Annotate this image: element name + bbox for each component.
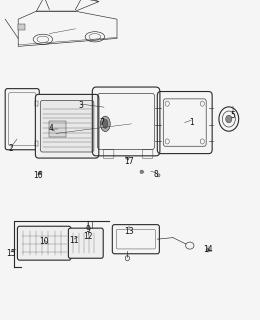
Ellipse shape (100, 116, 110, 132)
Ellipse shape (38, 171, 42, 174)
Bar (35, 101, 38, 106)
Ellipse shape (206, 248, 210, 252)
FancyBboxPatch shape (17, 226, 71, 260)
Text: 10: 10 (39, 237, 49, 246)
Text: 5: 5 (230, 111, 235, 120)
Circle shape (226, 115, 232, 123)
Text: 1: 1 (189, 118, 193, 127)
Text: 14: 14 (203, 245, 213, 254)
Text: 7: 7 (99, 118, 104, 127)
Text: 17: 17 (124, 157, 134, 166)
Text: 11: 11 (69, 236, 79, 245)
Text: 15: 15 (6, 249, 16, 258)
Text: 2: 2 (9, 144, 13, 153)
Bar (18, 24, 25, 30)
FancyBboxPatch shape (40, 100, 94, 152)
Text: 9: 9 (86, 225, 91, 234)
Text: 3: 3 (78, 101, 83, 110)
Text: 16: 16 (33, 172, 43, 180)
Bar (49, 121, 66, 137)
Text: 13: 13 (124, 227, 134, 236)
Ellipse shape (126, 156, 129, 159)
Text: 12: 12 (84, 232, 93, 241)
Ellipse shape (103, 119, 108, 128)
FancyBboxPatch shape (35, 94, 99, 158)
Ellipse shape (157, 174, 160, 177)
FancyBboxPatch shape (68, 228, 103, 258)
Bar (35, 141, 38, 146)
Ellipse shape (140, 170, 144, 173)
Text: 8: 8 (154, 170, 158, 179)
Text: 4: 4 (48, 124, 53, 133)
